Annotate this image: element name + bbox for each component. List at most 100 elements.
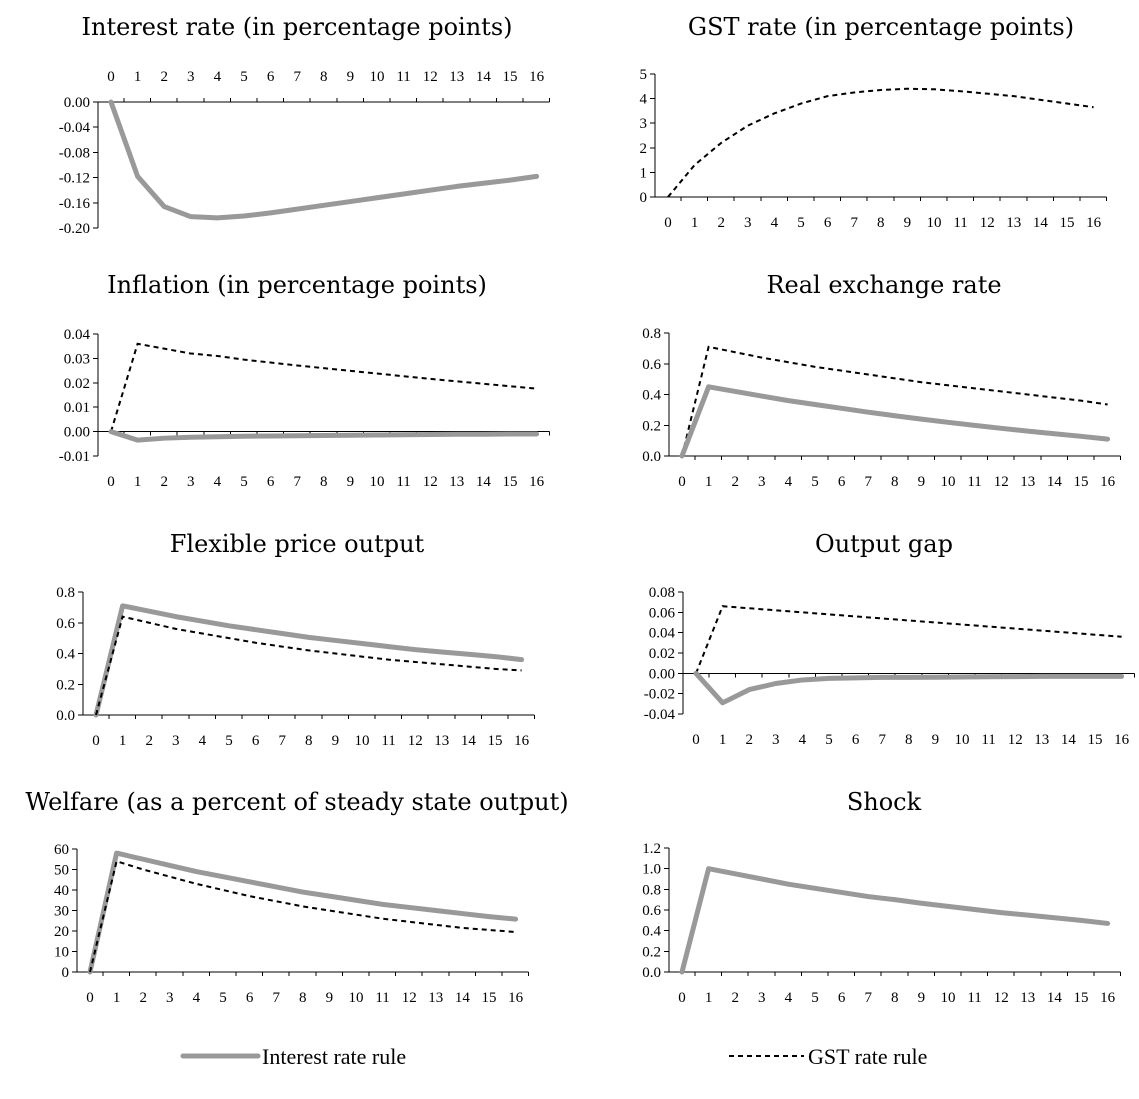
x-tick-label: 4 xyxy=(214,474,222,490)
series-line-interest xyxy=(93,603,525,718)
y-tick-label: 0.4 xyxy=(56,647,75,663)
x-tick-label: 8 xyxy=(305,733,313,749)
x-tick-label: 12 xyxy=(402,990,417,1006)
y-tick-label: 10 xyxy=(54,945,69,961)
x-tick-label: 3 xyxy=(744,215,752,231)
x-tick-label: 8 xyxy=(877,215,885,231)
x-tick-label: 0 xyxy=(664,215,672,231)
x-tick-label: 1 xyxy=(113,990,121,1006)
y-tick-label: 4 xyxy=(640,92,648,108)
x-tick-label: 3 xyxy=(772,732,780,748)
x-tick-label: 7 xyxy=(293,474,301,490)
x-tick-label: 5 xyxy=(240,69,248,85)
y-tick-label: 0.8 xyxy=(56,585,75,601)
x-tick-label: 0 xyxy=(92,733,100,749)
legend-label-interest: Interest rate rule xyxy=(262,1044,406,1069)
y-tick-label: 0.6 xyxy=(642,357,661,373)
chart-title: Shock xyxy=(847,788,922,816)
series-line-gst xyxy=(95,615,522,716)
y-tick-label: 0.04 xyxy=(649,626,676,642)
x-tick-label: 3 xyxy=(166,990,174,1006)
series-line-gst xyxy=(681,345,1108,457)
x-tick-label: 2 xyxy=(745,732,753,748)
x-tick-label: 7 xyxy=(864,990,872,1006)
x-tick-label: 6 xyxy=(267,69,275,85)
x-tick-label: 1 xyxy=(705,474,713,490)
x-tick-label: 3 xyxy=(187,474,195,490)
x-tick-label: 16 xyxy=(1100,474,1116,490)
x-tick-label: 8 xyxy=(320,69,328,85)
x-tick-label: 1 xyxy=(719,732,727,748)
chart-title: Welfare (as a percent of steady state ou… xyxy=(25,788,568,816)
series-line-interest xyxy=(693,670,1125,706)
y-tick-label: -0.12 xyxy=(59,171,90,187)
x-tick-label: 2 xyxy=(145,733,153,749)
x-tick-label: 9 xyxy=(932,732,940,748)
x-tick-label: 13 xyxy=(1006,215,1021,231)
y-tick-label: 0.4 xyxy=(642,924,661,940)
x-tick-label: 5 xyxy=(811,474,819,490)
x-tick-label: 15 xyxy=(503,69,518,85)
x-tick-label: 0 xyxy=(107,474,115,490)
y-tick-label: -0.04 xyxy=(644,707,676,723)
x-tick-label: 15 xyxy=(1074,990,1089,1006)
x-tick-label: 2 xyxy=(717,215,725,231)
x-tick-label: 2 xyxy=(160,69,168,85)
x-tick-label: 10 xyxy=(355,733,370,749)
x-tick-label: 0 xyxy=(678,990,686,1006)
x-tick-label: 4 xyxy=(785,474,793,490)
y-tick-label: 30 xyxy=(54,904,69,920)
x-tick-label: 1 xyxy=(119,733,127,749)
series-line-interest xyxy=(679,866,1111,975)
x-tick-label: 9 xyxy=(347,69,355,85)
chart-panel: Welfare (as a percent of steady state ou… xyxy=(25,788,568,1006)
x-tick-label: 14 xyxy=(1047,474,1063,490)
x-tick-label: 12 xyxy=(423,69,438,85)
x-tick-label: 10 xyxy=(370,69,385,85)
x-tick-label: 13 xyxy=(1034,732,1049,748)
x-tick-label: 16 xyxy=(508,990,524,1006)
y-tick-label: 1.0 xyxy=(642,862,661,878)
series-line-interest xyxy=(108,99,540,221)
x-tick-label: 10 xyxy=(941,474,956,490)
x-tick-label: 9 xyxy=(918,474,926,490)
x-tick-label: 9 xyxy=(347,474,355,490)
series-line-gst xyxy=(89,860,516,973)
y-tick-label: 0.02 xyxy=(64,376,90,392)
y-tick-label: 0.00 xyxy=(649,666,675,682)
legend: Interest rate rule GST rate rule xyxy=(180,1044,927,1069)
x-tick-label: 16 xyxy=(1100,990,1116,1006)
y-tick-label: 0.8 xyxy=(642,326,661,342)
x-tick-label: 5 xyxy=(825,732,833,748)
x-tick-label: 12 xyxy=(408,733,423,749)
x-tick-label: 0 xyxy=(678,474,686,490)
x-tick-label: 16 xyxy=(529,474,545,490)
x-tick-label: 5 xyxy=(797,215,805,231)
x-tick-label: 11 xyxy=(967,474,981,490)
chart-title: GST rate (in percentage points) xyxy=(688,13,1074,41)
y-tick-label: 0.0 xyxy=(56,708,75,724)
x-tick-label: 3 xyxy=(758,474,766,490)
x-tick-label: 9 xyxy=(326,990,334,1006)
x-tick-label: 11 xyxy=(967,990,981,1006)
series-line-interest xyxy=(679,384,1111,459)
x-tick-label: 13 xyxy=(449,69,464,85)
y-tick-label: 0.00 xyxy=(64,425,90,441)
x-tick-label: 11 xyxy=(381,733,395,749)
y-tick-label: 50 xyxy=(54,863,69,879)
x-tick-label: 9 xyxy=(904,215,912,231)
x-tick-label: 5 xyxy=(219,990,227,1006)
x-tick-label: 6 xyxy=(838,474,846,490)
y-tick-label: 1 xyxy=(640,165,648,181)
x-tick-label: 11 xyxy=(953,215,967,231)
y-tick-label: 20 xyxy=(54,924,69,940)
y-tick-label: -0.16 xyxy=(59,196,91,212)
x-tick-label: 6 xyxy=(246,990,254,1006)
x-tick-label: 10 xyxy=(370,474,385,490)
x-tick-label: 10 xyxy=(927,215,942,231)
x-tick-label: 13 xyxy=(1020,990,1035,1006)
y-tick-label: 0.4 xyxy=(642,388,661,404)
